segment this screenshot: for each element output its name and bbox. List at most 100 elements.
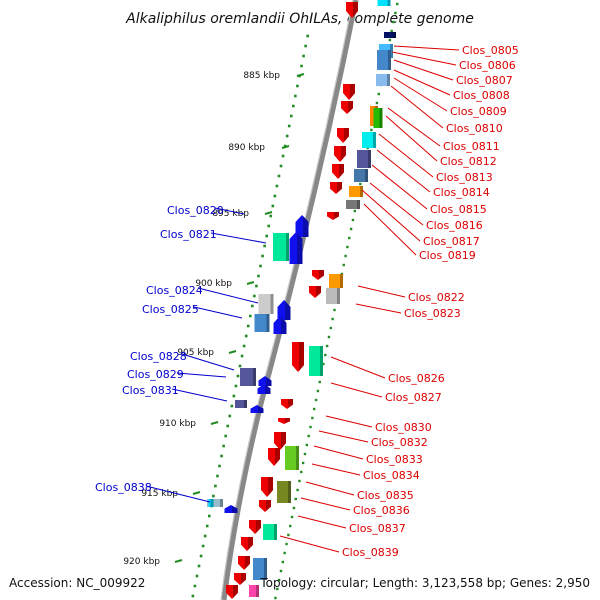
reverse-gene-box-6-side xyxy=(379,108,383,128)
track-dot xyxy=(348,236,351,240)
scale-dot xyxy=(240,354,244,358)
scale-dot xyxy=(236,374,240,378)
gene-label-clos-0816: Clos_0816 xyxy=(426,219,483,232)
scale-dot xyxy=(263,244,266,248)
reverse-gene-box-16 xyxy=(277,481,291,503)
gene-label-clos-0815: Clos_0815 xyxy=(430,203,487,216)
leader-clos-0820 xyxy=(214,207,245,215)
track-dot xyxy=(377,92,380,96)
scale-dot xyxy=(285,134,289,138)
track-dot xyxy=(292,506,296,510)
map-title: Alkaliphilus oremlandii OhILAs, complete… xyxy=(125,11,474,27)
leader-clos-0822 xyxy=(357,285,406,298)
gene-label-clos-0826: Clos_0826 xyxy=(388,372,445,385)
reverse-gene-arrow-16-shade xyxy=(266,500,271,511)
scale-dot xyxy=(281,154,285,158)
leader-clos-0830 xyxy=(325,415,373,428)
leader-clos-0837 xyxy=(297,515,347,529)
scale-dot xyxy=(224,434,227,438)
track-dot xyxy=(298,479,301,483)
scale-dot xyxy=(244,334,248,338)
scale-label-885-kbp: 885 kbp xyxy=(243,71,280,81)
track-dot xyxy=(392,20,395,24)
forward-gene-box-4 xyxy=(235,400,247,408)
reverse-gene-arrow-2-shade xyxy=(348,101,353,113)
reverse-gene-arrow-17-shade xyxy=(256,520,261,533)
scale-dot xyxy=(289,114,293,118)
scale-dot xyxy=(306,34,309,38)
reverse-gene-box-0-side xyxy=(387,0,391,6)
gene-label-clos-0833: Clos_0833 xyxy=(366,453,423,466)
track-dot xyxy=(329,326,333,330)
track-dot xyxy=(342,263,345,267)
genome-backbone xyxy=(221,0,359,600)
gene-label-clos-0819: Clos_0819 xyxy=(419,249,476,262)
forward-gene-box-1-side xyxy=(270,294,274,314)
leader-clos-0825 xyxy=(193,306,243,319)
forward-gene-box-3 xyxy=(240,368,256,386)
scale-dot xyxy=(207,514,211,518)
track-dot xyxy=(394,11,397,15)
scale-dot xyxy=(267,224,271,228)
track-dot xyxy=(327,335,331,339)
track-dot xyxy=(396,2,399,6)
forward-gene-box-5-side xyxy=(220,499,223,507)
track-dot xyxy=(351,218,355,222)
forward-gene-box-0 xyxy=(273,233,289,261)
scale-dot xyxy=(300,64,303,68)
track-dot xyxy=(316,389,320,393)
track-dot xyxy=(388,38,392,42)
gene-label-clos-0823: Clos_0823 xyxy=(404,307,461,320)
leader-clos-0819 xyxy=(363,203,417,256)
reverse-gene-box-14 xyxy=(309,346,323,376)
scale-dot xyxy=(302,54,305,58)
reverse-gene-arrow-6-shade xyxy=(337,182,342,193)
gene-label-clos-0832: Clos_0832 xyxy=(371,436,428,449)
leader-clos-0816 xyxy=(369,182,424,226)
reverse-gene-box-12-side xyxy=(340,274,343,288)
scale-dot xyxy=(277,174,281,178)
gene-label-clos-0811: Clos_0811 xyxy=(443,140,500,153)
scale-dot xyxy=(273,194,277,198)
reverse-gene-arrow-20-shade xyxy=(241,573,246,584)
scale-dot xyxy=(296,84,299,88)
leader-clos-0821 xyxy=(210,232,267,244)
gene-label-clos-0807: Clos_0807 xyxy=(456,74,513,87)
scale-dot xyxy=(220,454,223,458)
gene-label-clos-0817: Clos_0817 xyxy=(423,235,480,248)
track-dot xyxy=(370,128,373,132)
gene-label-clos-0809: Clos_0809 xyxy=(450,105,507,118)
track-dot xyxy=(353,209,356,213)
gene-label-clos-0831: Clos_0831 xyxy=(122,384,179,397)
reverse-gene-box-1-side xyxy=(393,32,396,38)
scale-dot xyxy=(304,44,307,48)
scale-label-900-kbp: 900 kbp xyxy=(195,279,232,289)
scale-layer: 885 kbp 890 kbp 895 kbp 900 kbp 905 kbp 910 k… xyxy=(123,34,309,598)
reverse-gene-arrow-4-shade xyxy=(341,146,346,161)
gene-features-layer xyxy=(207,0,396,599)
gene-label-clos-0839: Clos_0839 xyxy=(342,546,399,559)
gene-label-clos-0838: Clos_0838 xyxy=(95,481,152,494)
track-dot xyxy=(318,380,321,384)
forward-gene-arrow-5-shade xyxy=(265,385,271,394)
leader-clos-0805 xyxy=(393,45,460,51)
scale-label-890-kbp: 890 kbp xyxy=(228,143,265,153)
scale-dot xyxy=(214,484,217,488)
scale-dot xyxy=(255,284,258,288)
leader-clos-0806 xyxy=(391,51,457,66)
scale-dot xyxy=(232,394,236,398)
reverse-gene-box-18 xyxy=(253,558,267,580)
scale-tick xyxy=(192,491,201,495)
scale-tick xyxy=(246,281,255,285)
forward-gene-box-6-side xyxy=(210,499,214,507)
scale-dot xyxy=(238,364,242,368)
scale-dot xyxy=(294,94,297,98)
leader-clos-0813 xyxy=(378,133,434,178)
scale-dot xyxy=(251,304,254,308)
track-dot xyxy=(305,443,309,447)
reverse-gene-box-6 xyxy=(373,108,383,128)
reverse-gene-box-14-side xyxy=(320,346,323,376)
reverse-gene-arrow-7-shade xyxy=(334,212,339,219)
backbone-highlight xyxy=(220,0,354,600)
